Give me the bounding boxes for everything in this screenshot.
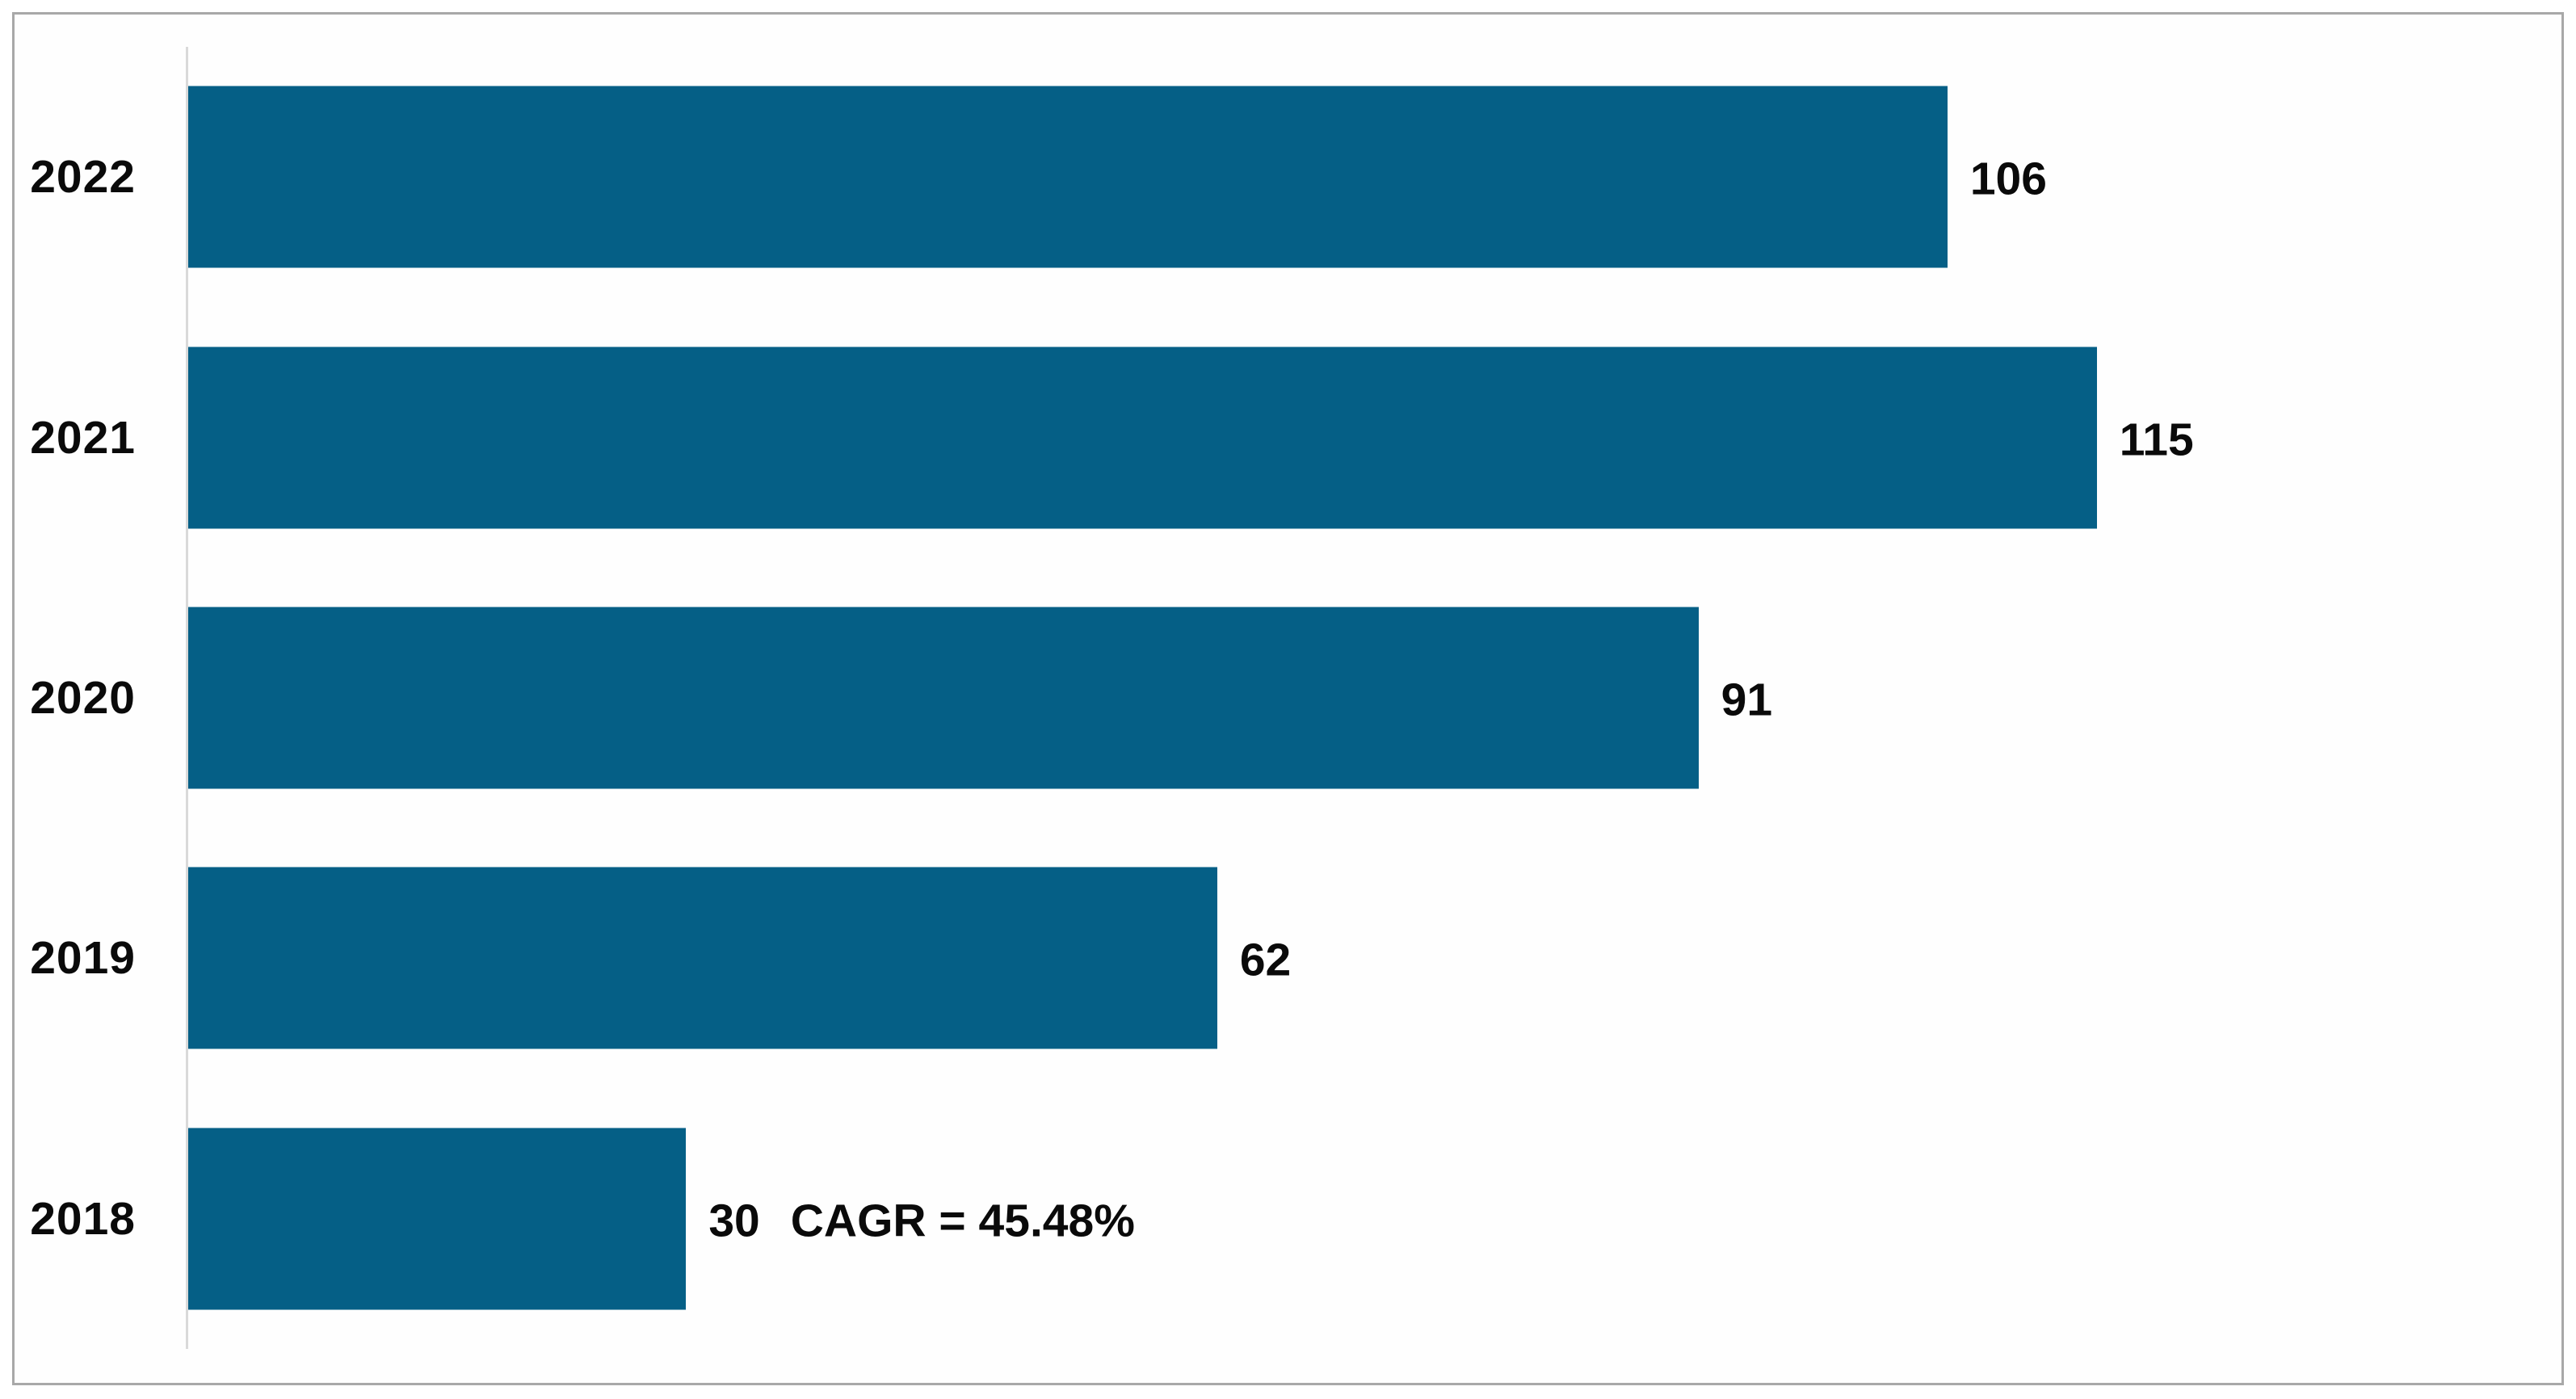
chart-row: 2019 62 xyxy=(15,828,2561,1088)
bar-track: 115 xyxy=(188,307,2561,567)
bar xyxy=(188,86,1948,268)
value-label: 115 xyxy=(2119,414,2194,466)
value-label-group: 91 xyxy=(1699,674,1772,727)
value-label: 30 xyxy=(708,1195,760,1247)
cagr-annotation: CAGR = 45.48% xyxy=(790,1195,1135,1247)
chart-row: 2021 115 xyxy=(15,307,2561,567)
bar-track: 91 xyxy=(188,568,2561,828)
y-axis-line xyxy=(186,47,188,1349)
chart-row: 2018 30 CAGR = 45.48% xyxy=(15,1089,2561,1349)
value-label-group: 62 xyxy=(1217,934,1291,987)
value-label-group: 106 xyxy=(1948,153,2047,206)
chart-row: 2022 106 xyxy=(15,47,2561,307)
bar-track: 30 CAGR = 45.48% xyxy=(188,1089,2561,1349)
category-label: 2021 xyxy=(30,411,136,464)
category-label: 2018 xyxy=(30,1192,136,1245)
bar-track: 106 xyxy=(188,47,2561,307)
chart-frame: 2022 106 2021 115 2020 91 2019 xyxy=(12,12,2564,1385)
bar-chart: 2022 106 2021 115 2020 91 2019 xyxy=(15,47,2561,1349)
category-label: 2019 xyxy=(30,932,136,985)
value-label: 106 xyxy=(1969,153,2047,205)
value-label-group: 30 CAGR = 45.48% xyxy=(686,1194,1135,1247)
bar xyxy=(188,1128,687,1310)
bar-track: 62 xyxy=(188,828,2561,1088)
value-label: 91 xyxy=(1721,674,1773,726)
chart-row: 2020 91 xyxy=(15,568,2561,828)
plot-area: 2022 106 2021 115 2020 91 2019 xyxy=(15,47,2561,1349)
value-label-group: 115 xyxy=(2097,413,2194,466)
bar xyxy=(188,867,1217,1049)
category-label: 2022 xyxy=(30,151,136,204)
category-label: 2020 xyxy=(30,671,136,724)
value-label: 62 xyxy=(1239,934,1292,986)
bar xyxy=(188,607,1699,789)
bar xyxy=(188,347,2097,529)
